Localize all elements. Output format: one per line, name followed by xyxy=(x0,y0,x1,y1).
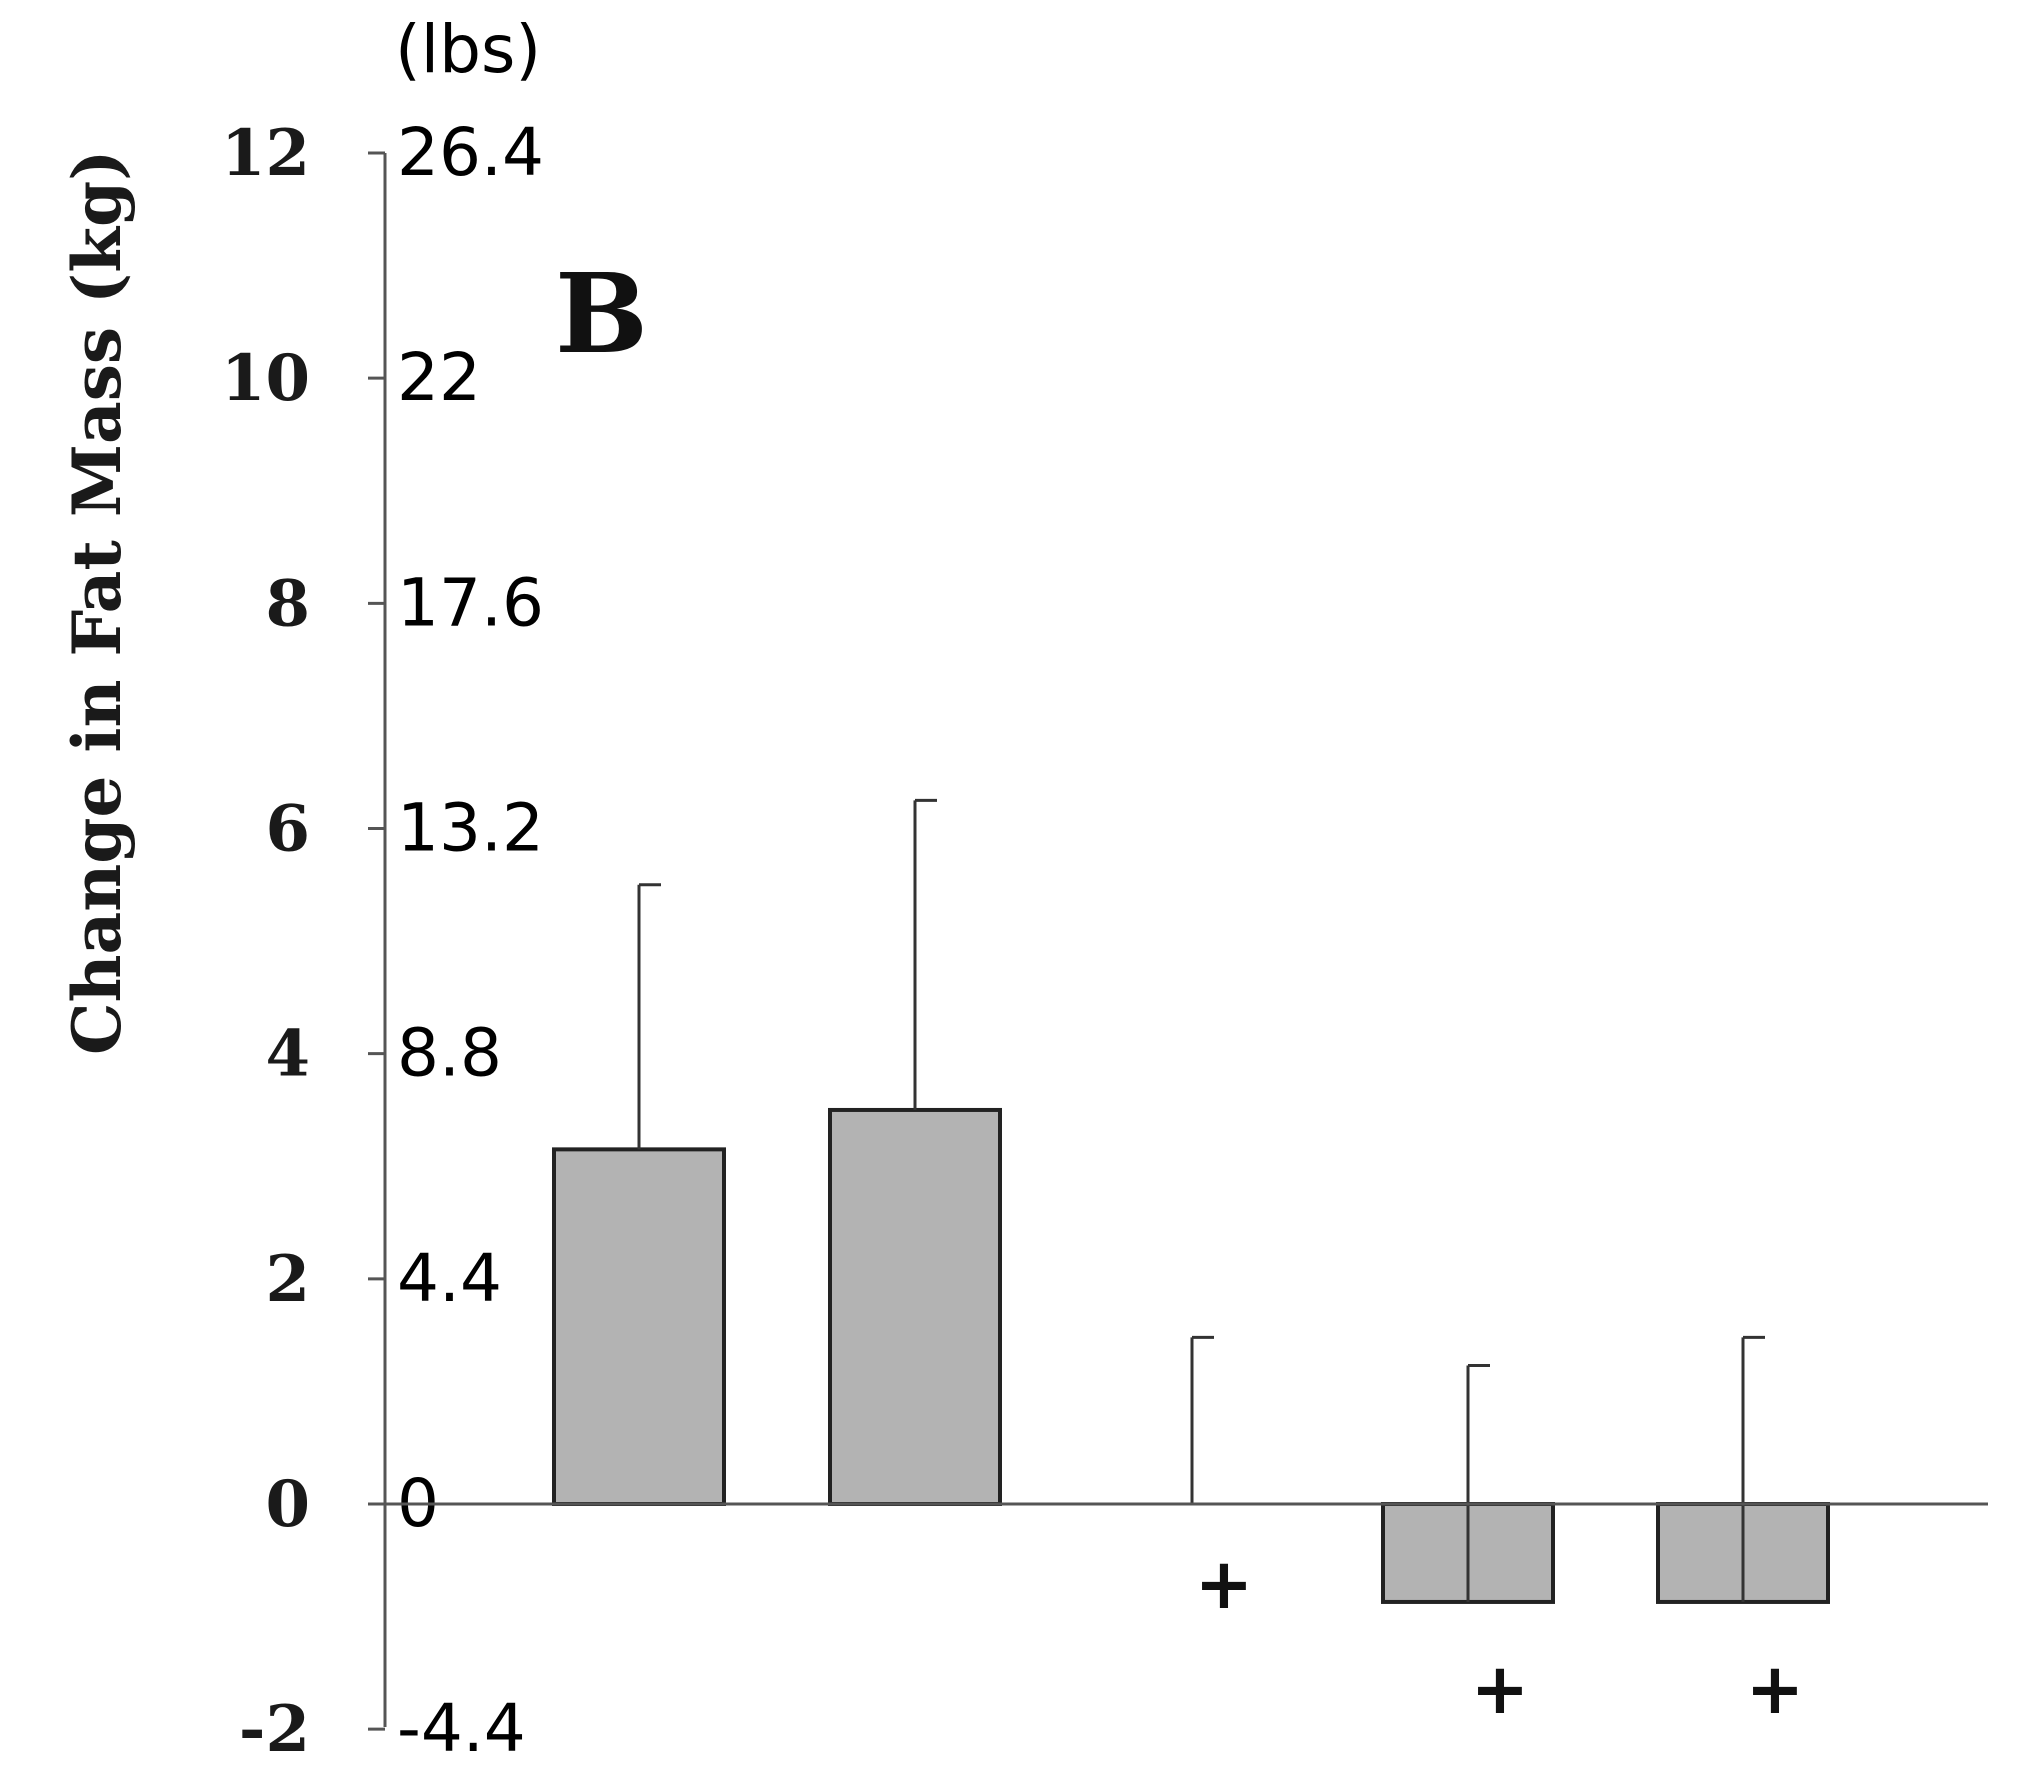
y-ticks: 12 26.410 228 17.66 13.24 8.82 4.40 0-2 -4.4 xyxy=(221,114,544,1767)
y-tick-label-kg: 0 xyxy=(265,1467,310,1542)
significance-marker: + xyxy=(1471,1648,1530,1730)
y-tick-label-kg: 12 xyxy=(221,116,310,191)
y-tick-label-kg: -2 xyxy=(239,1692,310,1767)
y-tick-label-kg: 10 xyxy=(221,341,310,416)
error-bars xyxy=(637,798,1765,1602)
significance-marker: + xyxy=(1746,1648,1805,1730)
y-tick-label-kg: 8 xyxy=(265,566,310,641)
y-tick-label-lbs: 26.4 xyxy=(397,114,544,191)
y-tick-label-kg: 2 xyxy=(265,1242,310,1317)
secondary-axis-unit: (lbs) xyxy=(395,11,541,88)
y-tick-label-kg: 4 xyxy=(265,1017,310,1092)
bars xyxy=(552,1107,1830,1604)
y-tick-label-lbs: -4.4 xyxy=(397,1690,526,1767)
y-tick-label-lbs: 4.4 xyxy=(397,1240,502,1317)
bar xyxy=(828,1107,1002,1507)
y-tick-label-kg: 6 xyxy=(265,792,310,867)
y-tick-label-lbs: 13.2 xyxy=(397,790,544,867)
bar xyxy=(552,1147,726,1507)
y-tick-label-lbs: 22 xyxy=(397,339,481,416)
significance-markers: + + + xyxy=(1195,1543,1805,1730)
significance-marker: + xyxy=(1195,1543,1254,1625)
y-axis-label: Change in Fat Mass (kg) xyxy=(58,150,136,1055)
y-tick-label-lbs: 8.8 xyxy=(397,1015,502,1092)
y-tick-label-lbs: 17.6 xyxy=(397,564,544,641)
panel-label: B xyxy=(555,249,648,378)
